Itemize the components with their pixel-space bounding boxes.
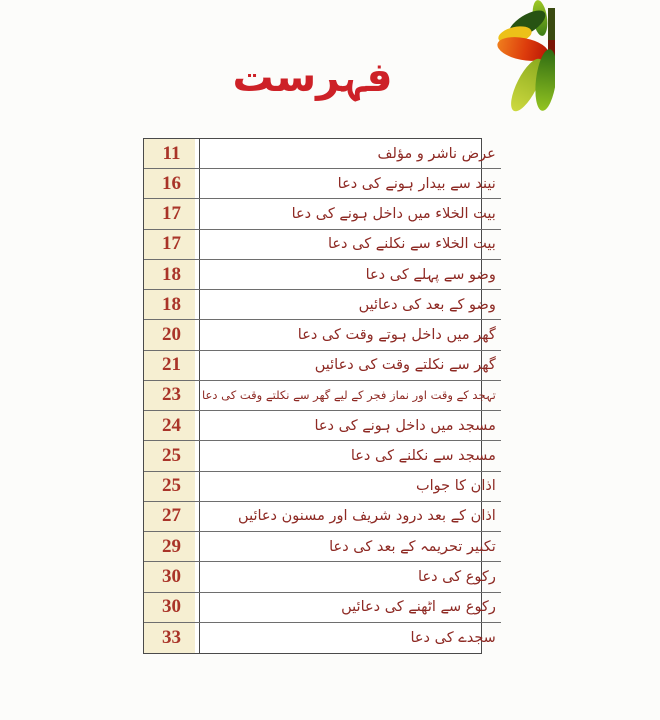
toc-entry-title: گھر میں داخل ہوتے وقت کی دعا [297, 327, 496, 344]
toc-entry-title: تکبیر تحریمہ کے بعد کی دعا [329, 538, 496, 555]
toc-entry-title: عرض ناشر و مؤلف [377, 145, 496, 162]
toc-page-number: 30 [144, 562, 200, 592]
toc-entry-title: بیت الخلاء میں داخل ہونے کی دعا [291, 206, 496, 223]
toc-page-number: 17 [144, 199, 200, 229]
leaf-orange-red [497, 37, 549, 61]
leaf-stem-red [548, 40, 555, 58]
toc-row: 27 اذان کے بعد درود شریف اور مسنون دعائی… [144, 501, 501, 533]
toc-row: 18 وضو سے پہلے کی دعا [144, 259, 501, 291]
toc-row: 21 گھر سے نکلتے وقت کی دعائیں [144, 350, 501, 381]
toc-row: 25 مسجد سے نکلنے کی دعا [144, 441, 501, 472]
toc-entry-title: نیند سے بیدار ہونے کی دعا [337, 175, 496, 192]
toc-page-number: 25 [144, 471, 200, 501]
toc-row: 30 رکوع سے اٹھنے کی دعائیں [144, 592, 501, 623]
toc-page-number: 17 [144, 229, 200, 259]
toc-page-number: 18 [144, 290, 200, 320]
toc-row: 11 عرض ناشر و مؤلف [144, 139, 501, 170]
toc-entry-title: مسجد میں داخل ہونے کی دعا [314, 417, 496, 434]
toc-page-number: 23 [144, 380, 200, 411]
toc-entry-title: وضو سے پہلے کی دعا [365, 266, 496, 283]
leaf-lime [511, 58, 543, 112]
toc-entry-title: رکوع کی دعا [418, 568, 496, 585]
toc-row: 17 بیت الخلاء میں داخل ہونے کی دعا [144, 199, 501, 230]
toc-row: 20 گھر میں داخل ہوتے وقت کی دعا [144, 320, 501, 351]
toc-entry-title: گھر سے نکلتے وقت کی دعائیں [314, 357, 496, 374]
toc-row: 16 نیند سے بیدار ہونے کی دعا [144, 169, 501, 200]
toc-row: 24 مسجد میں داخل ہونے کی دعا [144, 411, 501, 442]
leaf-bottom-green [535, 49, 555, 111]
toc-entry-title: بیت الخلاء سے نکلنے کی دعا [327, 236, 496, 253]
toc-page-number: 16 [144, 169, 200, 199]
toc-entry-title: مسجد سے نکلنے کی دعا [350, 447, 496, 464]
toc-page-number: 29 [144, 532, 200, 562]
toc-entry-title: اذان کا جواب [416, 478, 496, 495]
toc-row: 29 تکبیر تحریمہ کے بعد کی دعا [144, 532, 501, 563]
toc-entry-title: وضو کے بعد کی دعائیں [358, 296, 496, 313]
toc-entry-title: رکوع سے اٹھنے کی دعائیں [341, 599, 496, 616]
leaf-stem [548, 8, 555, 56]
toc-entry-title: اذان کے بعد درود شریف اور مسنون دعائیں [238, 508, 496, 525]
toc-row: 33 سجدے کی دعا [144, 622, 501, 653]
toc-page-number: 24 [144, 411, 200, 441]
toc-entry-title: سجدے کی دعا [410, 629, 496, 646]
toc-page-number: 11 [144, 139, 200, 169]
toc-page-number: 20 [144, 320, 200, 350]
toc-row: 23 تہجد کے وقت اور نماز فجر کے لیے گھر س… [144, 380, 501, 412]
toc-table: 11 عرض ناشر و مؤلف 16 نیند سے بیدار ہونے… [143, 138, 501, 654]
toc-row: 17 بیت الخلاء سے نکلنے کی دعا [144, 229, 501, 260]
toc-row: 18 وضو کے بعد کی دعائیں [144, 290, 501, 321]
toc-entry-title: تہجد کے وقت اور نماز فجر کے لیے گھر سے ن… [202, 388, 496, 403]
toc-page-number: 18 [144, 259, 200, 290]
toc-row: 30 رکوع کی دعا [144, 562, 501, 593]
toc-row: 25 اذان کا جواب [144, 471, 501, 502]
toc-page-number: 27 [144, 501, 200, 532]
toc-page-number: 30 [144, 592, 200, 622]
toc-page-number: 21 [144, 350, 200, 380]
leaf-fan-icon [497, 0, 555, 112]
toc-page-number: 33 [144, 622, 200, 653]
page-title: فہرست [232, 53, 393, 101]
toc-page-number: 25 [144, 441, 200, 471]
